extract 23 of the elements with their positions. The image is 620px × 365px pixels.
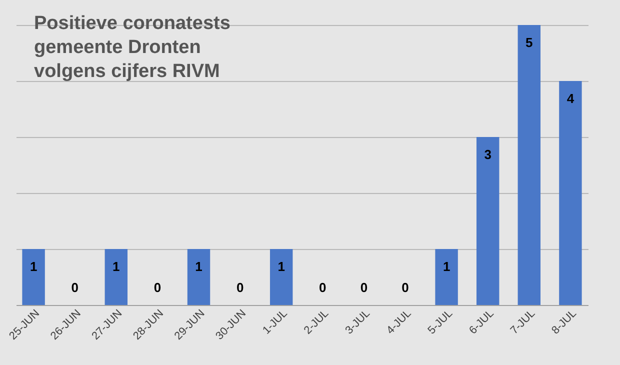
data-label: 1 <box>112 259 120 274</box>
text: Positieve coronatests gemeente Dronten volgens cijfers RIVM <box>34 13 230 82</box>
data-label: 0 <box>236 280 244 295</box>
data-label: 4 <box>566 91 575 106</box>
data-label: 0 <box>402 280 409 295</box>
data-label: 1 <box>30 259 38 274</box>
data-label: 0 <box>71 280 78 295</box>
bar <box>559 81 582 305</box>
data-label: 0 <box>360 280 368 295</box>
data-label: 0 <box>154 280 162 295</box>
data-label: 1 <box>442 259 450 274</box>
bar <box>187 249 210 305</box>
bar <box>476 137 500 305</box>
bar <box>104 249 128 305</box>
bar <box>518 25 541 305</box>
bar <box>270 249 293 305</box>
bar <box>22 249 45 305</box>
data-label: 3 <box>484 147 492 162</box>
bar <box>435 249 458 305</box>
data-label: 1 <box>278 259 285 274</box>
data-label: 1 <box>195 259 202 274</box>
data-label: 5 <box>526 35 533 50</box>
data-label: 0 <box>319 280 326 295</box>
